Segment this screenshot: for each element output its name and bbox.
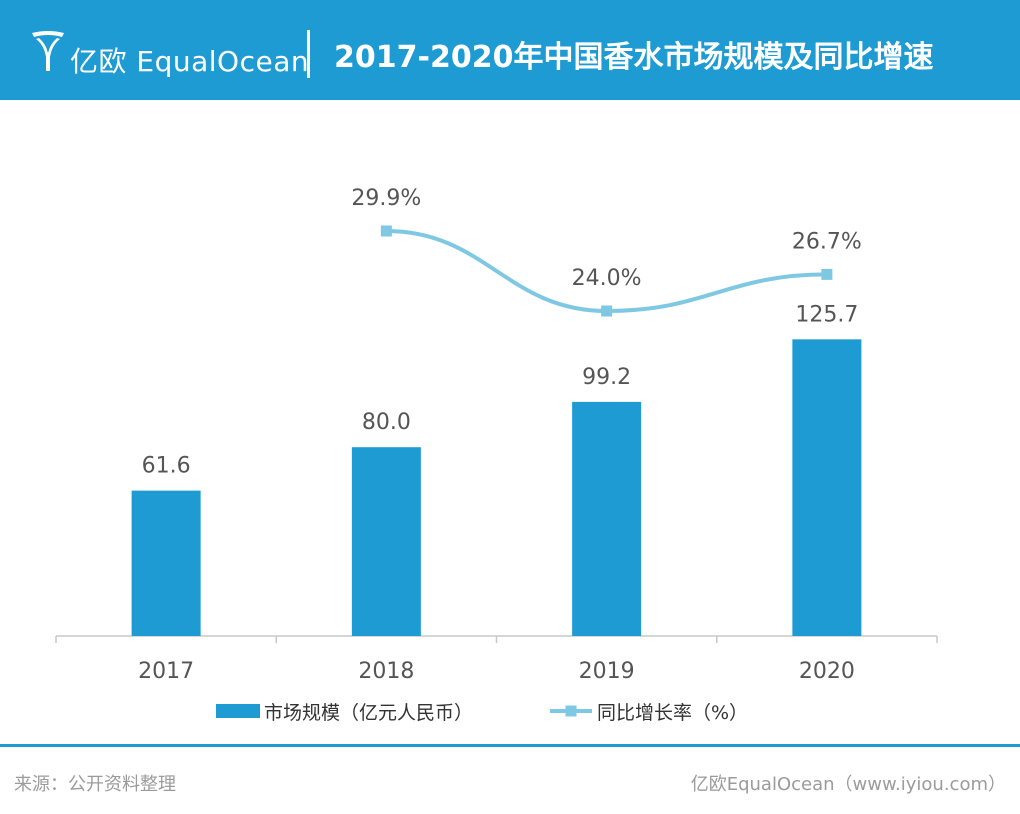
legend-swatch-market-size (216, 704, 260, 718)
equalocean-logo-icon (32, 31, 64, 71)
bar-2018 (351, 447, 421, 636)
bar-value-label: 80.0 (362, 410, 411, 435)
x-tick-label: 2017 (138, 659, 194, 684)
x-tick-label: 2019 (579, 659, 635, 684)
bar-value-label: 125.7 (795, 302, 858, 327)
growth-rate-label: 26.7% (792, 229, 862, 254)
growth-rate-point-2020 (821, 268, 833, 280)
legend-swatch-growth-marker (565, 705, 577, 717)
bar-value-label: 99.2 (582, 365, 631, 390)
header-divider (307, 30, 310, 78)
header-bar: 亿欧 EqualOcean 2017-2020年中国香水市场规模及同比增速 (0, 0, 1020, 100)
bar-2017 (131, 490, 201, 636)
x-tick-label: 2018 (358, 659, 414, 684)
source-note: 来源：公开资料整理 (14, 774, 176, 795)
chart-area: 61.6 2017 80.0 2018 99.2 2019 125.7 2020 29.9% 24… (55, 186, 938, 724)
x-tick-label: 2020 (799, 659, 855, 684)
bar-2020 (792, 339, 862, 636)
growth-rate-label: 29.9% (351, 186, 421, 211)
chart-title: 2017-2020年中国香水市场规模及同比增速 (334, 40, 934, 75)
site-credit: 亿欧EqualOcean（www.iyiou.com） (690, 774, 1006, 795)
growth-rate-point-2018 (380, 225, 392, 237)
legend-label-growth-rate: 同比增长率（%） (597, 702, 748, 724)
legend-label-market-size: 市场规模（亿元人民币） (264, 702, 473, 724)
growth-rate-label: 24.0% (572, 266, 642, 291)
bar-value-label: 61.6 (142, 454, 191, 479)
footer-rule (0, 744, 1020, 747)
bar-2019 (572, 401, 642, 636)
growth-rate-point-2019 (601, 305, 613, 317)
logo-text: 亿欧 EqualOcean (70, 45, 310, 78)
